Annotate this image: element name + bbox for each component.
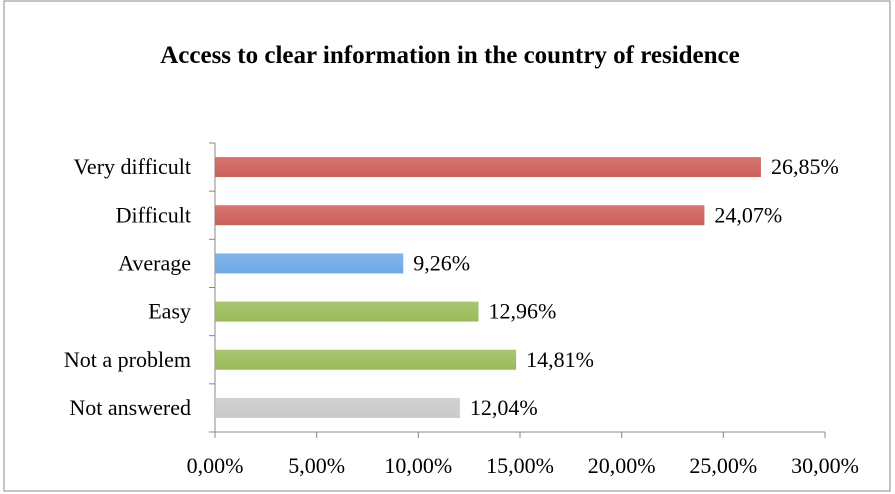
x-tick-label: 15,00%: [486, 453, 554, 478]
data-label: 9,26%: [413, 250, 470, 275]
data-label: 12,04%: [470, 395, 538, 420]
bar: [215, 253, 404, 274]
x-tick-label: 30,00%: [791, 453, 859, 478]
x-tick-label: 20,00%: [588, 453, 656, 478]
data-label: 14,81%: [526, 347, 594, 372]
data-label: 24,07%: [714, 202, 782, 227]
bar: [215, 205, 705, 226]
bar: [215, 349, 517, 370]
y-tick-label: Very difficult: [73, 154, 191, 179]
bar: [215, 397, 460, 418]
bar: [215, 157, 761, 178]
x-tick-label: 5,00%: [288, 453, 345, 478]
x-tick-label: 10,00%: [384, 453, 452, 478]
data-label: 12,96%: [489, 299, 557, 324]
y-tick-label: Average: [118, 250, 191, 275]
y-tick-label: Not answered: [69, 395, 191, 420]
bar: [215, 301, 479, 322]
y-tick-label: Not a problem: [64, 347, 191, 372]
y-tick-label: Easy: [148, 299, 191, 324]
data-label: 26,85%: [771, 154, 839, 179]
x-tick-label: 25,00%: [689, 453, 757, 478]
chart-title: Access to clear information in the count…: [160, 42, 740, 69]
x-tick-label: 0,00%: [187, 453, 244, 478]
y-tick-label: Difficult: [116, 202, 191, 227]
chart-border: [3, 0, 891, 492]
